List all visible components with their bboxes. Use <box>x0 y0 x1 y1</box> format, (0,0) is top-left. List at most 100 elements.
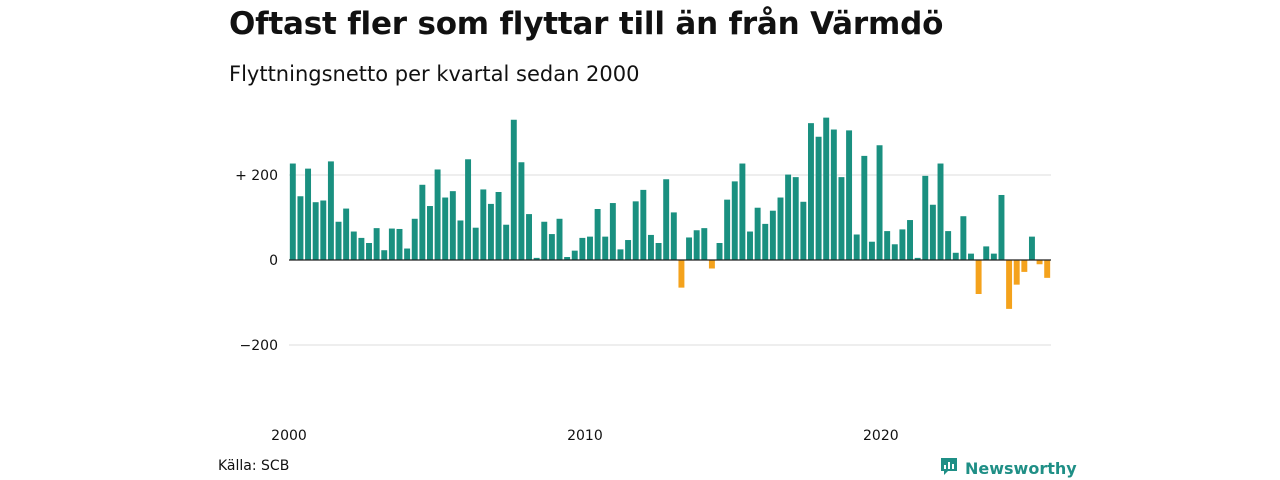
bar <box>625 240 632 260</box>
bar <box>968 253 974 261</box>
bar <box>983 246 990 260</box>
bar <box>312 202 319 260</box>
newsworthy-logo-icon <box>939 456 959 480</box>
bar <box>846 130 853 261</box>
bar <box>617 249 624 261</box>
newsworthy-brand[interactable]: Newsworthy <box>939 456 1077 480</box>
bar <box>427 206 433 260</box>
bar <box>564 257 571 260</box>
bar <box>556 218 563 260</box>
bar <box>891 244 898 260</box>
bar <box>678 260 685 288</box>
bar <box>480 189 487 260</box>
bar <box>655 243 662 260</box>
bar <box>503 224 510 260</box>
bar <box>358 237 365 260</box>
bar <box>830 129 837 260</box>
bar <box>724 199 731 260</box>
bar <box>823 117 830 261</box>
bar <box>594 209 601 260</box>
bar <box>762 223 769 261</box>
y-tick-label: 0 <box>269 253 278 269</box>
bar <box>792 177 799 261</box>
x-tick-label: 2020 <box>863 428 899 444</box>
bar <box>853 234 860 260</box>
bar <box>937 163 944 260</box>
bar <box>396 228 403 260</box>
bar <box>990 253 997 261</box>
bar <box>929 204 936 260</box>
bar <box>366 243 372 260</box>
bar <box>1013 260 1020 285</box>
bar <box>1044 260 1051 278</box>
bar <box>815 136 822 260</box>
bar <box>297 196 304 260</box>
chart-subtitle: Flyttningsnetto per kvartal sedan 2000 <box>229 62 640 86</box>
bar <box>769 210 776 260</box>
y-tick-label: −200 <box>240 338 278 354</box>
bar <box>922 175 929 260</box>
x-tick-label: 2000 <box>271 428 307 444</box>
bar <box>800 201 807 260</box>
bar <box>579 237 586 260</box>
bar <box>1036 260 1043 265</box>
bar <box>495 192 502 260</box>
bar <box>838 177 845 261</box>
bar <box>731 181 738 261</box>
bar <box>868 241 875 260</box>
bar <box>716 243 723 260</box>
bar <box>510 119 517 260</box>
bar <box>541 221 548 260</box>
bar <box>434 169 441 260</box>
bar <box>884 231 891 260</box>
bar <box>1006 260 1013 309</box>
bar <box>975 260 982 294</box>
bar <box>388 228 395 260</box>
bar <box>998 194 1005 260</box>
bar <box>381 250 388 260</box>
bar <box>1028 236 1035 261</box>
bar <box>602 236 609 261</box>
bar <box>373 228 380 261</box>
bar <box>472 227 479 260</box>
bar <box>808 123 814 261</box>
bar <box>449 191 456 260</box>
brand-name: Newsworthy <box>965 458 1077 478</box>
bar <box>526 214 532 260</box>
bar <box>647 234 654 260</box>
bar <box>487 203 494 260</box>
y-tick-label: + 200 <box>235 168 278 184</box>
bar <box>861 155 868 261</box>
bar <box>289 163 296 260</box>
bar <box>960 216 967 260</box>
bar <box>518 162 525 260</box>
bar <box>350 231 357 260</box>
bar <box>701 228 708 261</box>
bar <box>739 163 746 260</box>
bar <box>785 174 792 260</box>
bar <box>686 237 693 260</box>
bar <box>907 220 913 260</box>
bar <box>640 189 647 261</box>
bar <box>876 145 883 260</box>
bar <box>305 168 312 261</box>
bar <box>609 203 616 260</box>
bar <box>670 212 677 260</box>
x-tick-label: 2010 <box>567 428 603 444</box>
bar <box>335 221 342 260</box>
bar <box>747 231 753 260</box>
bar <box>693 230 700 260</box>
bar <box>914 257 921 261</box>
bar <box>442 197 449 260</box>
bar <box>754 207 761 260</box>
bar <box>411 218 418 260</box>
bar <box>945 231 952 260</box>
bar <box>571 250 578 260</box>
bar <box>404 248 411 260</box>
bar <box>419 184 426 260</box>
bar <box>533 257 540 261</box>
chart-title: Oftast fler som flyttar till än från Vär… <box>229 6 944 42</box>
bar <box>952 252 959 260</box>
bar <box>1021 260 1028 272</box>
